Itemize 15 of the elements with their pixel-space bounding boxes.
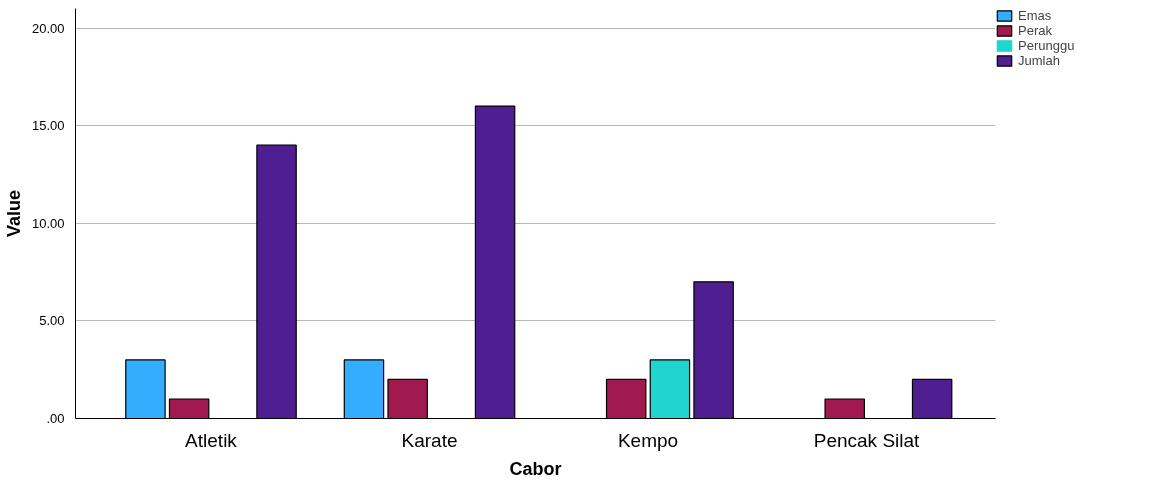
x-tick-label: Kempo <box>617 429 679 451</box>
legend-label: Jumlah <box>1018 53 1060 68</box>
y-tick-label: 10.00 <box>31 215 65 231</box>
y-tick-label: .00 <box>46 411 65 426</box>
legend-label: Emas <box>1018 8 1052 23</box>
y-tick-label: 20.00 <box>31 20 65 36</box>
y-axis-title: Value <box>3 189 24 238</box>
legend-label: Perunggu <box>1018 38 1075 53</box>
legend-label: Perak <box>1018 23 1052 38</box>
x-tick-label: Karate <box>401 429 458 451</box>
y-tick-label: 5.00 <box>39 313 65 329</box>
x-tick-label: Atletik <box>185 429 238 451</box>
x-axis-title: Cabor <box>509 458 562 479</box>
x-tick-label: Pencak Silat <box>813 429 921 451</box>
y-tick-label: 15.00 <box>31 118 65 134</box>
